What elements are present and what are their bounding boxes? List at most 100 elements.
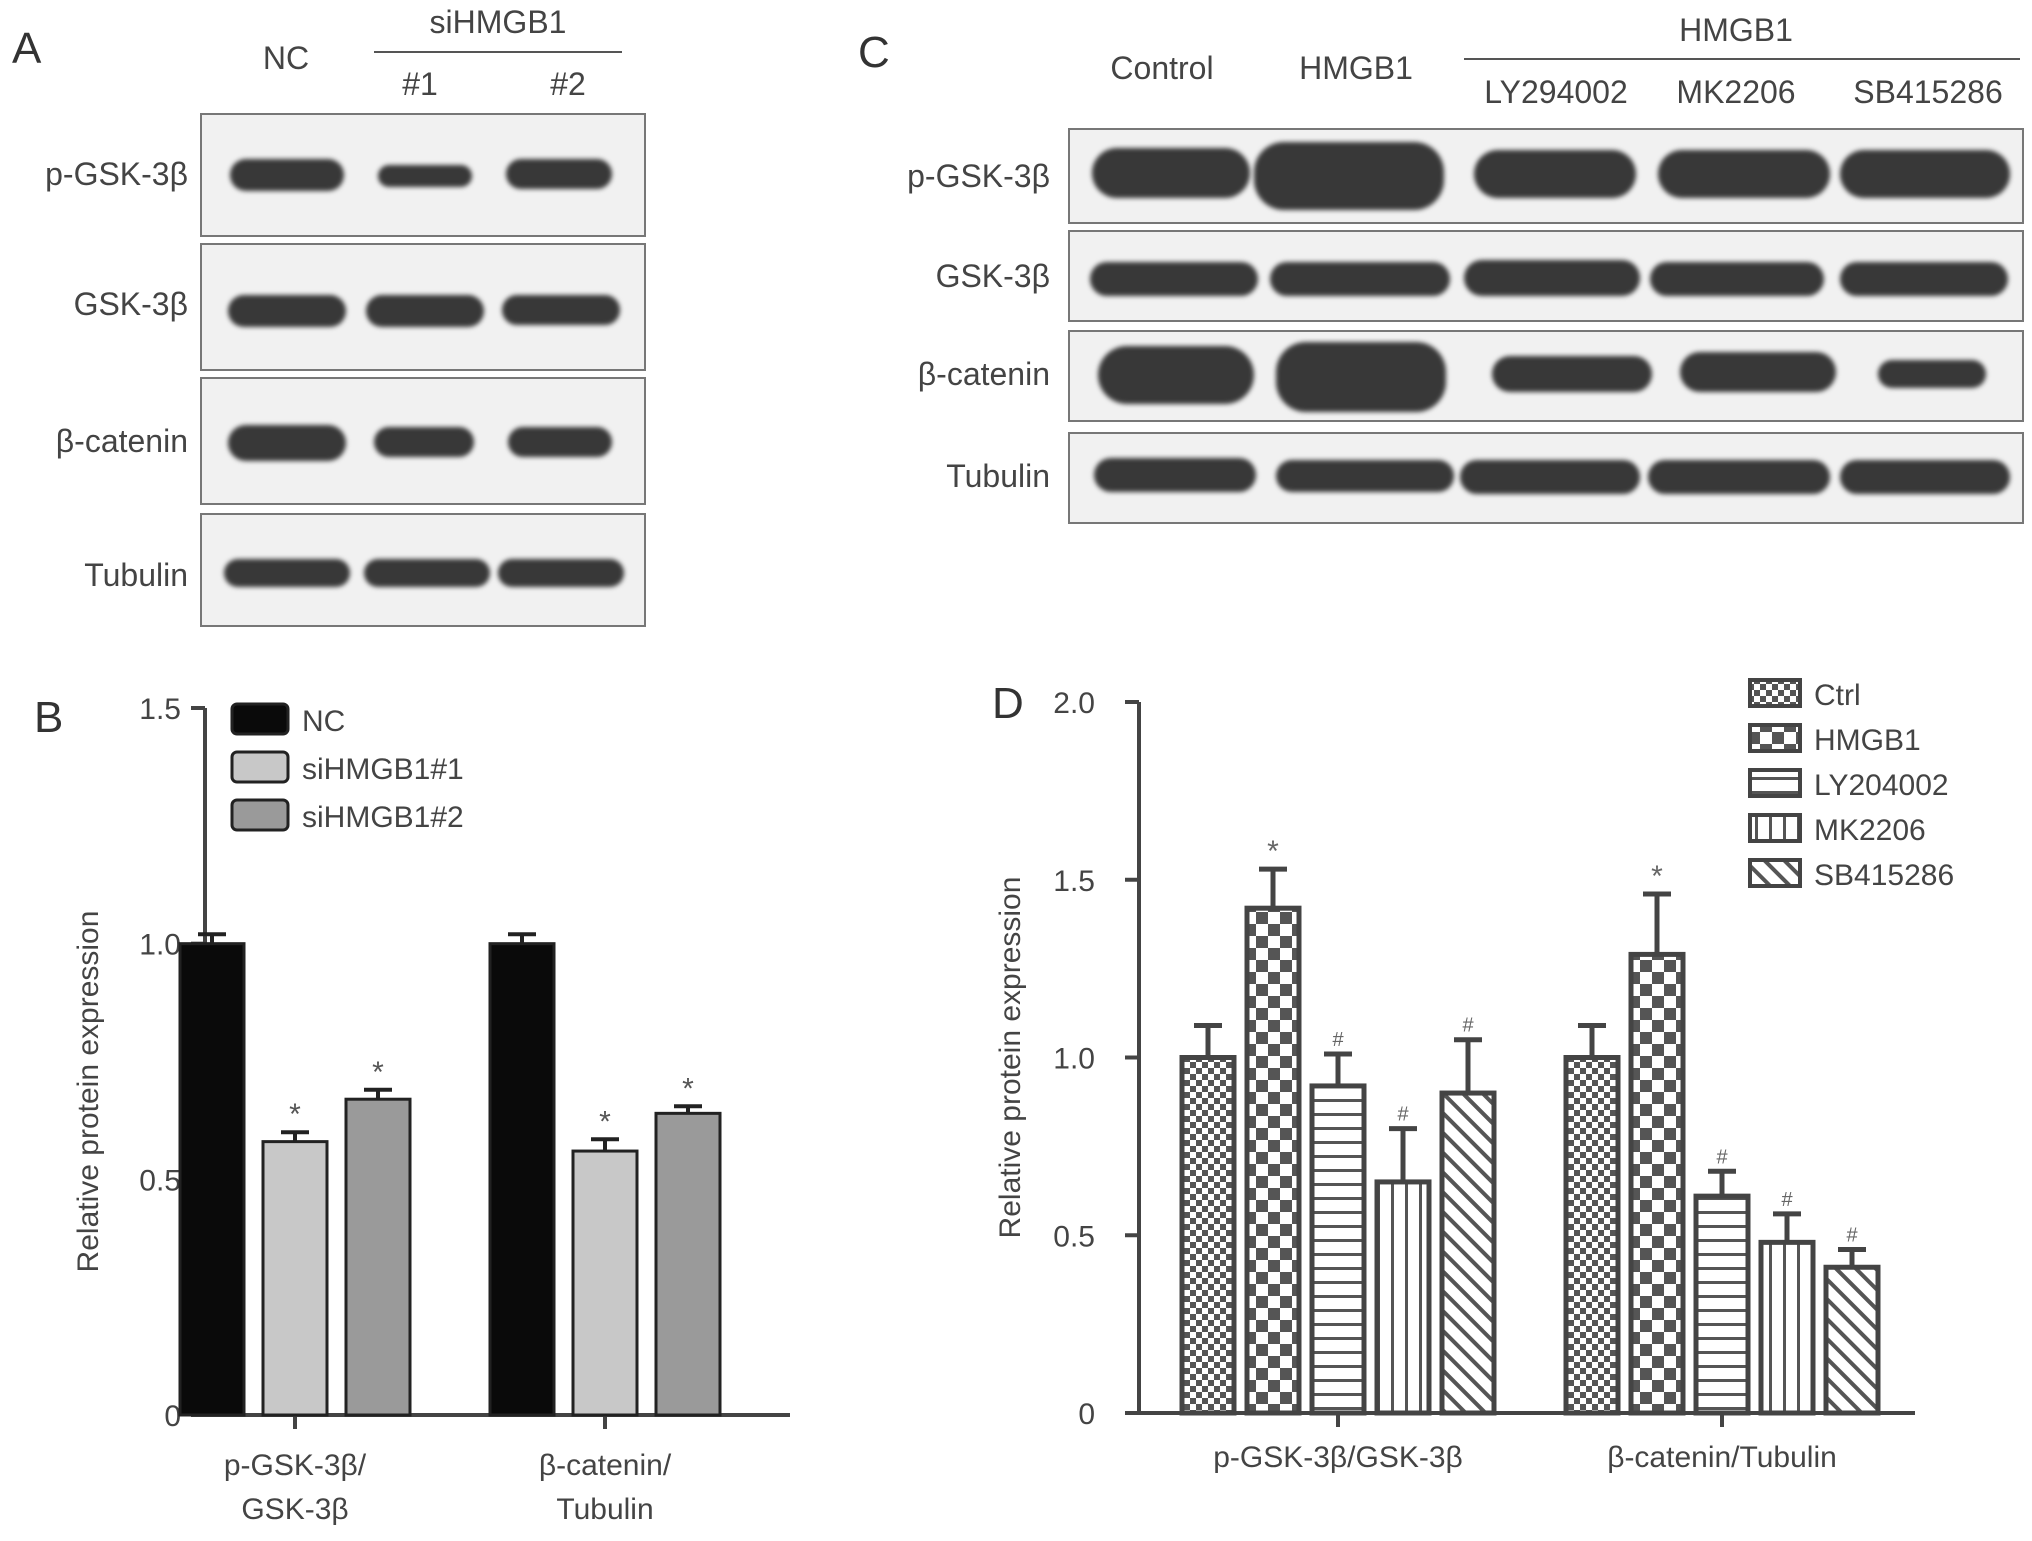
y-tick-label: 0 bbox=[164, 1400, 181, 1433]
chart-d: D 0 0.5 1.0 1.5 2.0 Relative protein expressi… bbox=[992, 678, 1954, 1474]
band bbox=[374, 427, 474, 457]
bar bbox=[1179, 1055, 1237, 1416]
band bbox=[1840, 150, 2010, 198]
y-tick-label: 0.5 bbox=[139, 1164, 181, 1197]
y-tick-label: 2.0 bbox=[1053, 687, 1095, 720]
legend-swatch bbox=[230, 798, 290, 832]
bar bbox=[344, 1097, 412, 1417]
band bbox=[1276, 342, 1446, 412]
panel-a-lane-1: #1 bbox=[402, 66, 438, 102]
panel-c-row-beta-catenin: β-catenin bbox=[917, 356, 1050, 392]
panel-a-group-bracket bbox=[374, 51, 622, 53]
legend-label: MK2206 bbox=[1814, 814, 1926, 847]
panel-a-row-beta-catenin: β-catenin bbox=[55, 423, 188, 459]
band bbox=[1680, 352, 1836, 392]
blot-a-p-gsk3b bbox=[200, 113, 646, 237]
chart-b: B 0 0.5 1.0 1.5 Relative protein expression p… bbox=[34, 693, 790, 1526]
blot-a-tubulin bbox=[200, 513, 646, 627]
bar bbox=[178, 942, 246, 1417]
legend-label: siHMGB1#1 bbox=[302, 753, 464, 786]
bar bbox=[1563, 1055, 1621, 1416]
panel-a-row-tubulin: Tubulin bbox=[84, 557, 188, 593]
significance-mark: # bbox=[1716, 1146, 1728, 1168]
band bbox=[1254, 142, 1444, 210]
band bbox=[1090, 262, 1258, 296]
y-axis-label: Relative protein expression bbox=[994, 877, 1027, 1239]
bar bbox=[488, 942, 556, 1417]
bar bbox=[1823, 1264, 1881, 1416]
bar bbox=[1244, 905, 1302, 1416]
legend-swatch bbox=[1748, 858, 1802, 888]
band bbox=[364, 559, 490, 587]
panel-c-letter: C bbox=[858, 28, 890, 77]
significance-mark: # bbox=[1332, 1029, 1344, 1051]
band bbox=[1650, 262, 1824, 296]
band bbox=[1098, 346, 1254, 404]
band bbox=[1270, 262, 1450, 296]
significance-mark: # bbox=[1397, 1104, 1409, 1126]
panel-c-lane-sb415286: SB415286 bbox=[1853, 74, 2003, 110]
bar bbox=[1758, 1239, 1816, 1416]
blot-c-tubulin bbox=[1068, 432, 2024, 524]
panel-c-row-tubulin: Tubulin bbox=[946, 458, 1050, 494]
legend-label: Ctrl bbox=[1814, 679, 1861, 712]
bar bbox=[1693, 1193, 1751, 1416]
panel-c-group-label: HMGB1 bbox=[1679, 12, 1793, 48]
x-tick-label: β-catenin/ bbox=[539, 1449, 672, 1482]
significance-mark: * bbox=[289, 1098, 301, 1131]
panel-a-row-gsk3b: GSK-3β bbox=[73, 286, 188, 322]
y-tick-label: 0.5 bbox=[1053, 1220, 1095, 1253]
band bbox=[366, 295, 484, 327]
panel-b-letter: B bbox=[34, 693, 63, 742]
band bbox=[502, 295, 620, 325]
legend-label: siHMGB1#2 bbox=[302, 801, 464, 834]
panel-c-lane-control: Control bbox=[1110, 50, 1214, 86]
legend-swatch bbox=[230, 702, 290, 736]
band bbox=[1492, 356, 1652, 392]
legend-swatch bbox=[1748, 768, 1802, 798]
y-tick-label: 1.0 bbox=[139, 929, 181, 962]
significance-mark: # bbox=[1846, 1224, 1858, 1246]
legend-label: HMGB1 bbox=[1814, 724, 1921, 757]
panel-a-letter: A bbox=[12, 24, 42, 73]
band bbox=[1276, 460, 1454, 492]
band bbox=[1648, 460, 1830, 494]
significance-mark: * bbox=[599, 1105, 611, 1138]
x-tick-label: p-GSK-3β/ bbox=[224, 1449, 367, 1482]
x-tick-label: GSK-3β bbox=[241, 1493, 348, 1526]
bar bbox=[1374, 1179, 1432, 1416]
x-tick-label: p-GSK-3β/GSK-3β bbox=[1213, 1441, 1463, 1474]
band bbox=[1878, 360, 1986, 388]
band bbox=[1094, 458, 1256, 492]
legend-swatch bbox=[1748, 678, 1802, 708]
band bbox=[1474, 150, 1636, 198]
panel-a-row-p-gsk3b: p-GSK-3β bbox=[45, 156, 188, 192]
band bbox=[1658, 150, 1830, 198]
bar bbox=[654, 1111, 722, 1417]
blot-a-beta-catenin bbox=[200, 377, 646, 505]
significance-mark: * bbox=[372, 1056, 384, 1089]
band bbox=[1092, 148, 1250, 198]
significance-mark: * bbox=[682, 1072, 694, 1105]
panel-c-row-gsk3b: GSK-3β bbox=[935, 258, 1050, 294]
x-tick-label: β-catenin/Tubulin bbox=[1607, 1441, 1837, 1474]
band bbox=[228, 295, 346, 327]
x-tick-label: Tubulin bbox=[556, 1493, 653, 1526]
panel-c-lane-mk2206: MK2206 bbox=[1676, 74, 1796, 110]
significance-mark: # bbox=[1462, 1015, 1474, 1037]
band bbox=[498, 559, 624, 587]
band bbox=[1840, 460, 2010, 494]
panel-c-row-p-gsk3b: p-GSK-3β bbox=[907, 158, 1050, 194]
legend-label: SB415286 bbox=[1814, 859, 1954, 892]
legend-swatch bbox=[1748, 723, 1802, 753]
blot-a-gsk3b bbox=[200, 243, 646, 371]
bar bbox=[1439, 1090, 1497, 1416]
band bbox=[1460, 460, 1640, 494]
significance-mark: # bbox=[1781, 1189, 1793, 1211]
y-tick-label: 1.5 bbox=[139, 693, 181, 726]
panel-a-group-label: siHMGB1 bbox=[429, 4, 567, 40]
panel-a-lane-2: #2 bbox=[550, 66, 586, 102]
bar bbox=[1628, 951, 1686, 1416]
legend-label: LY204002 bbox=[1814, 769, 1949, 802]
y-tick-label: 0 bbox=[1078, 1398, 1095, 1431]
